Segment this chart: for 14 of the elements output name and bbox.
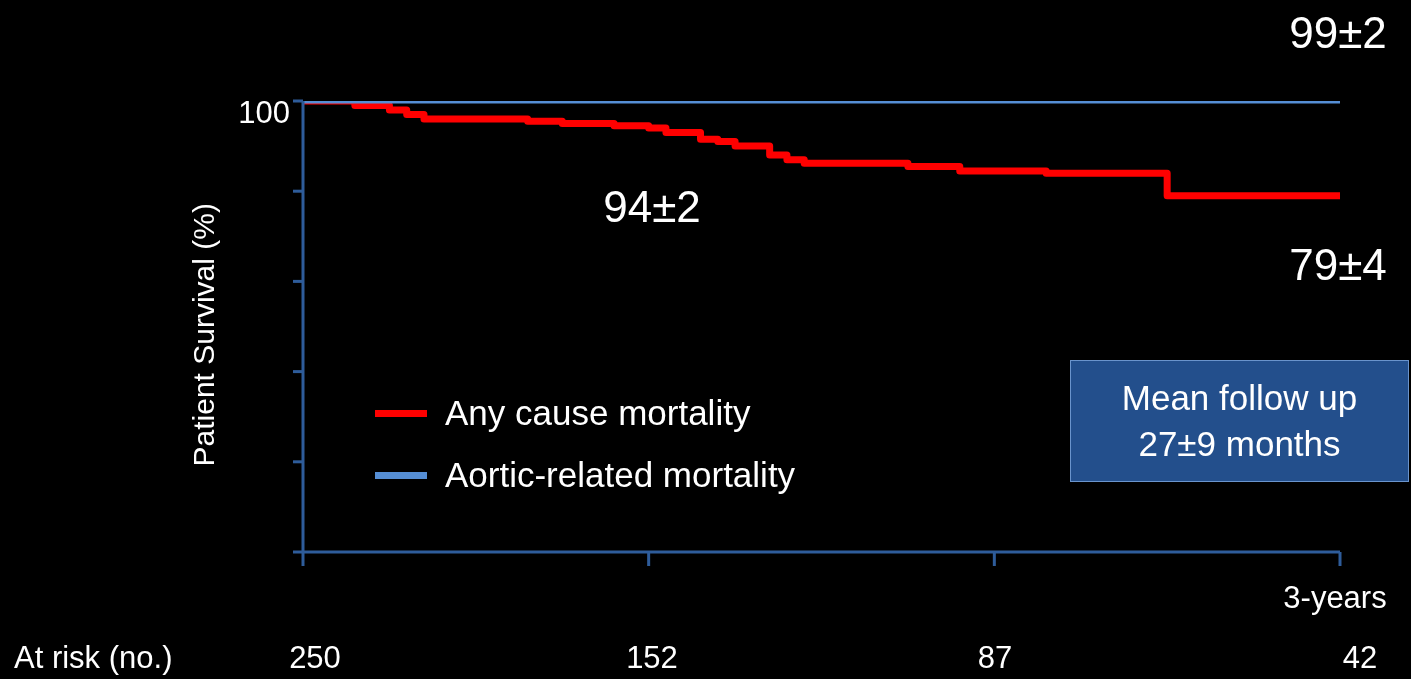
text: 87 bbox=[977, 639, 1013, 675]
text: 100 bbox=[238, 94, 290, 130]
y-axis-title: Patient Survival (%) bbox=[186, 203, 220, 467]
annotation: 79±4 bbox=[1289, 240, 1387, 289]
text: 99±2 bbox=[1289, 8, 1387, 57]
legend-label: Any cause mortality bbox=[445, 392, 751, 434]
text: 250 bbox=[289, 639, 341, 675]
text: 3-years bbox=[1283, 579, 1387, 615]
text: 152 bbox=[626, 639, 678, 675]
text: At risk (no.) bbox=[14, 639, 173, 675]
legend-label: Aortic-related mortality bbox=[445, 454, 796, 496]
text: 42 bbox=[1342, 639, 1378, 675]
annotation: 94±2 bbox=[603, 182, 701, 231]
annotation: Mean follow up 27±9 months bbox=[1070, 360, 1409, 482]
